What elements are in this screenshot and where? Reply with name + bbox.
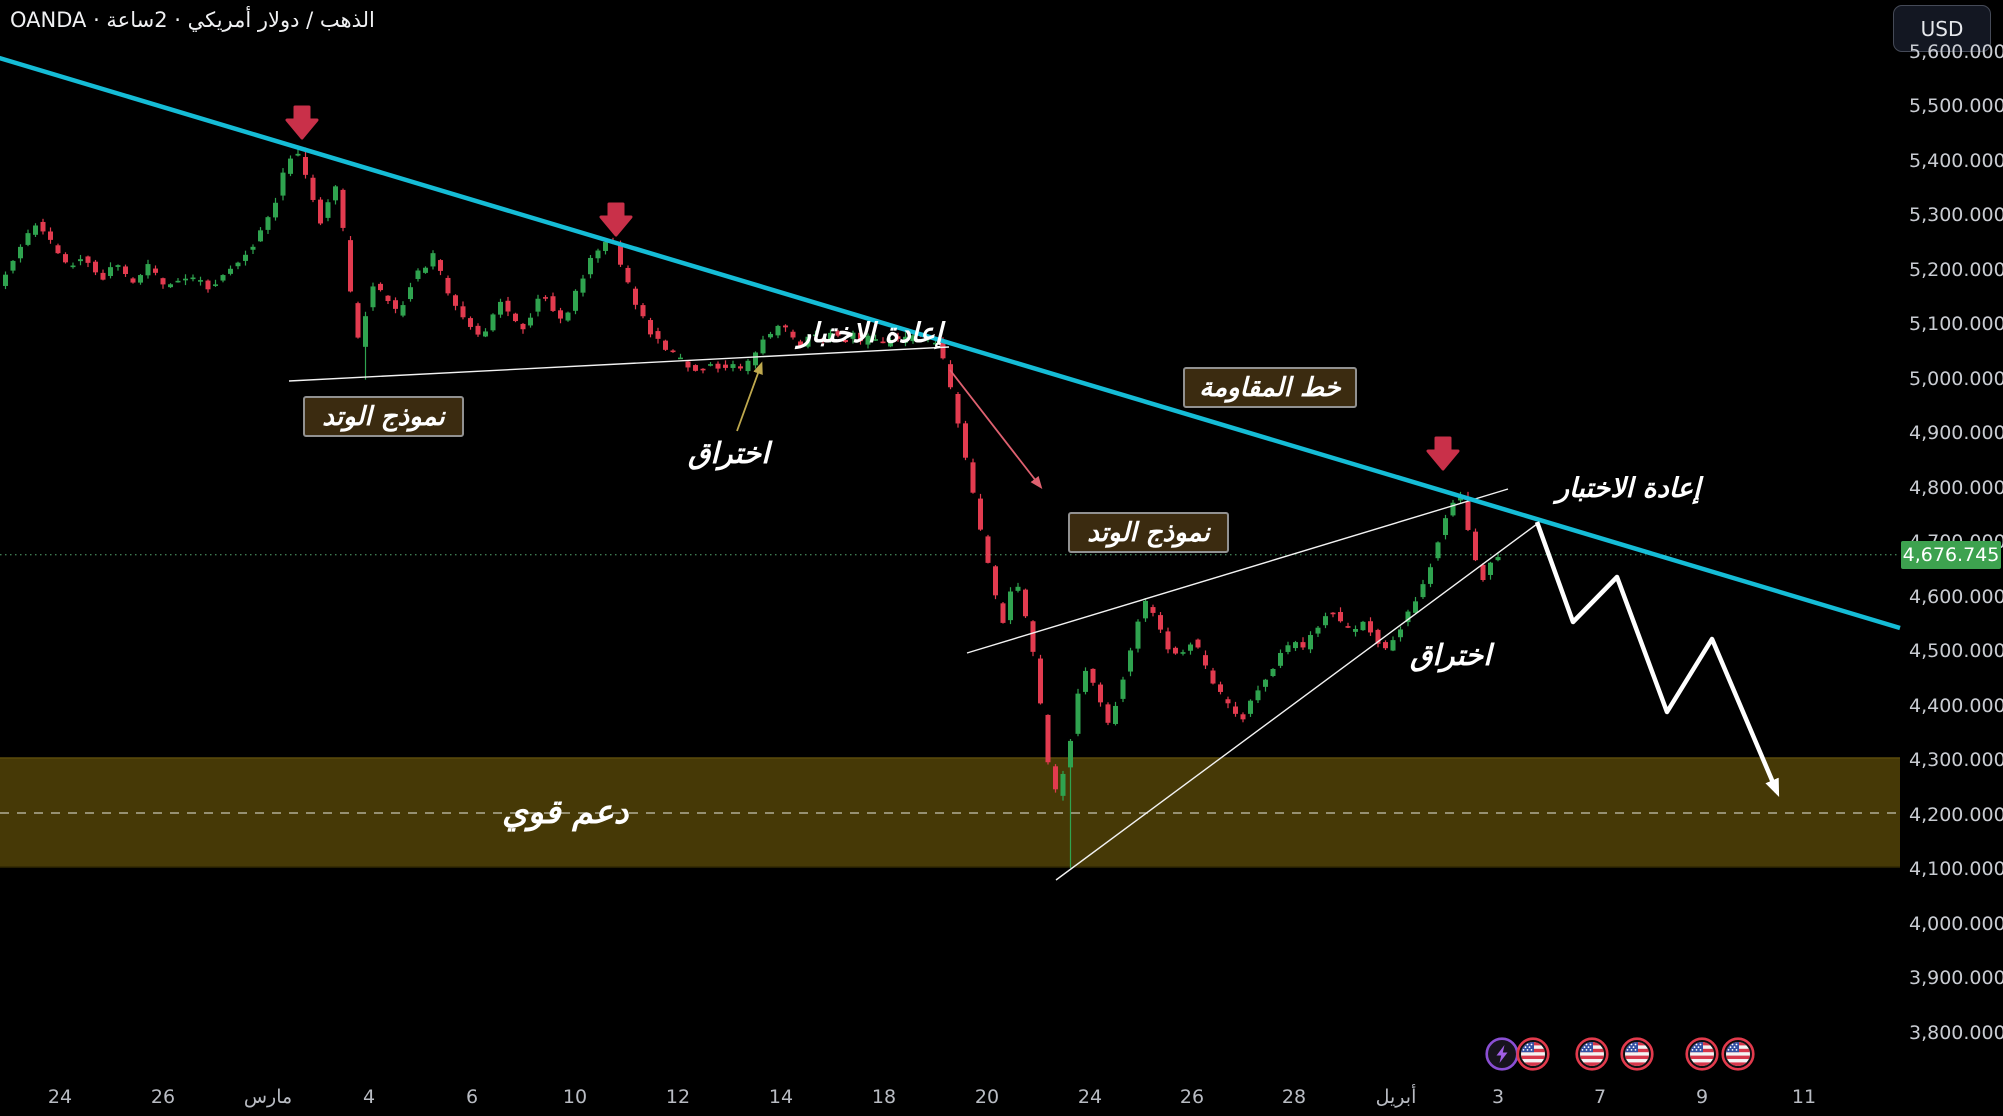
wedge-pattern-1-badge[interactable]: نموذج الوتد [303,396,464,437]
breakout-2-label[interactable]: اختراق [1410,638,1492,672]
price-axis-label: 4,200.000 [1909,803,2003,826]
time-axis-label: 20 [974,1086,1000,1108]
time-axis-label: 9 [1695,1086,1709,1108]
time-axis-label: 7 [1593,1086,1607,1108]
time-axis-label: 4 [362,1086,376,1108]
time-axis-label: 26 [150,1086,176,1108]
time-axis-label: 18 [871,1086,897,1108]
retest-2-label[interactable]: إعادة الاختبار [1556,473,1701,504]
time-axis-label: 14 [768,1086,794,1108]
price-axis-label: 5,500.000 [1909,95,2003,117]
red-down-arrow-icon [599,202,633,237]
price-axis-label: 5,100.000 [1909,313,2003,335]
time-axis-label: 24 [47,1086,73,1108]
time-axis-label: 3 [1491,1086,1505,1108]
time-axis-label: 24 [1077,1086,1103,1108]
time-axis-label: 6 [465,1086,479,1108]
projection-zigzag-arrow[interactable] [1534,521,1780,797]
price-axis-label: 4,000.000 [1909,912,2003,935]
support-zone[interactable] [0,757,1900,868]
price-axis-label: 5,600.000 [1909,40,2003,63]
time-axis-label: 26 [1179,1086,1205,1108]
price-axis-label: 3,800.000 [1909,1021,2003,1044]
support-label-label[interactable]: دعم قوي [502,792,629,831]
us-flag-event-icon[interactable] [1685,1037,1719,1071]
red-down-arrow-icon [1426,436,1460,471]
us-flag-event-icon[interactable] [1516,1037,1550,1071]
wedge2-upper-trendline[interactable] [966,488,1509,654]
symbol-title[interactable]: OANDA · ةعاس2 · يكيرمأ رالود / بهذلا [10,8,375,32]
sell-arrow-markers[interactable] [285,105,1460,471]
resistance-trendline[interactable] [0,55,1901,631]
resistance-line-badge[interactable]: خط المقاومة [1183,367,1357,408]
price-axis-label: 5,000.000 [1909,367,2003,390]
current-price-label: 4,676.745 [1901,540,2001,569]
us-flag-event-icon[interactable] [1575,1037,1609,1071]
price-axis-label: 4,900.000 [1909,422,2003,444]
red-down-arrow-icon [285,105,319,140]
us-flag-event-icon[interactable] [1620,1037,1654,1071]
time-axis-label: 12 [665,1086,691,1108]
price-axis-label: 4,500.000 [1909,640,2003,662]
time-axis-label: أبريل [1375,1086,1417,1108]
us-flag-event-icon[interactable] [1721,1037,1755,1071]
breakout-1-label[interactable]: اختراق [688,436,770,470]
candles[interactable] [3,147,1501,868]
currency-unit-button[interactable]: USD [1893,5,1991,52]
price-axis-label: 5,300.000 [1909,204,2003,226]
price-axis-label: 4,100.000 [1909,858,2003,880]
time-axis-label: 10 [562,1086,588,1108]
price-axis-label: 4,300.000 [1909,749,2003,771]
price-axis-label: 4,600.000 [1909,585,2003,608]
wedge1-support-trendline[interactable] [288,346,950,382]
price-axis-label: 4,400.000 [1909,694,2003,717]
price-axis-label: 3,900.000 [1909,967,2003,989]
wedge-pattern-2-badge[interactable]: نموذج الوتد [1068,512,1229,553]
drop-arrow[interactable] [949,369,1043,489]
time-axis-label: 11 [1791,1086,1817,1108]
time-axis-label: مارس [243,1086,293,1108]
price-axis-label: 5,400.000 [1909,149,2003,172]
price-axis-label: 5,200.000 [1909,258,2003,281]
wedge2-lower-trendline[interactable] [1055,523,1538,881]
breakout-pointer-arrow[interactable] [736,361,763,432]
lightning-event-icon[interactable] [1485,1037,1519,1071]
retest-1-label[interactable]: إعادة الاختبار [798,318,943,349]
price-axis-label: 4,800.000 [1909,476,2003,499]
time-axis-label: 28 [1281,1086,1307,1108]
